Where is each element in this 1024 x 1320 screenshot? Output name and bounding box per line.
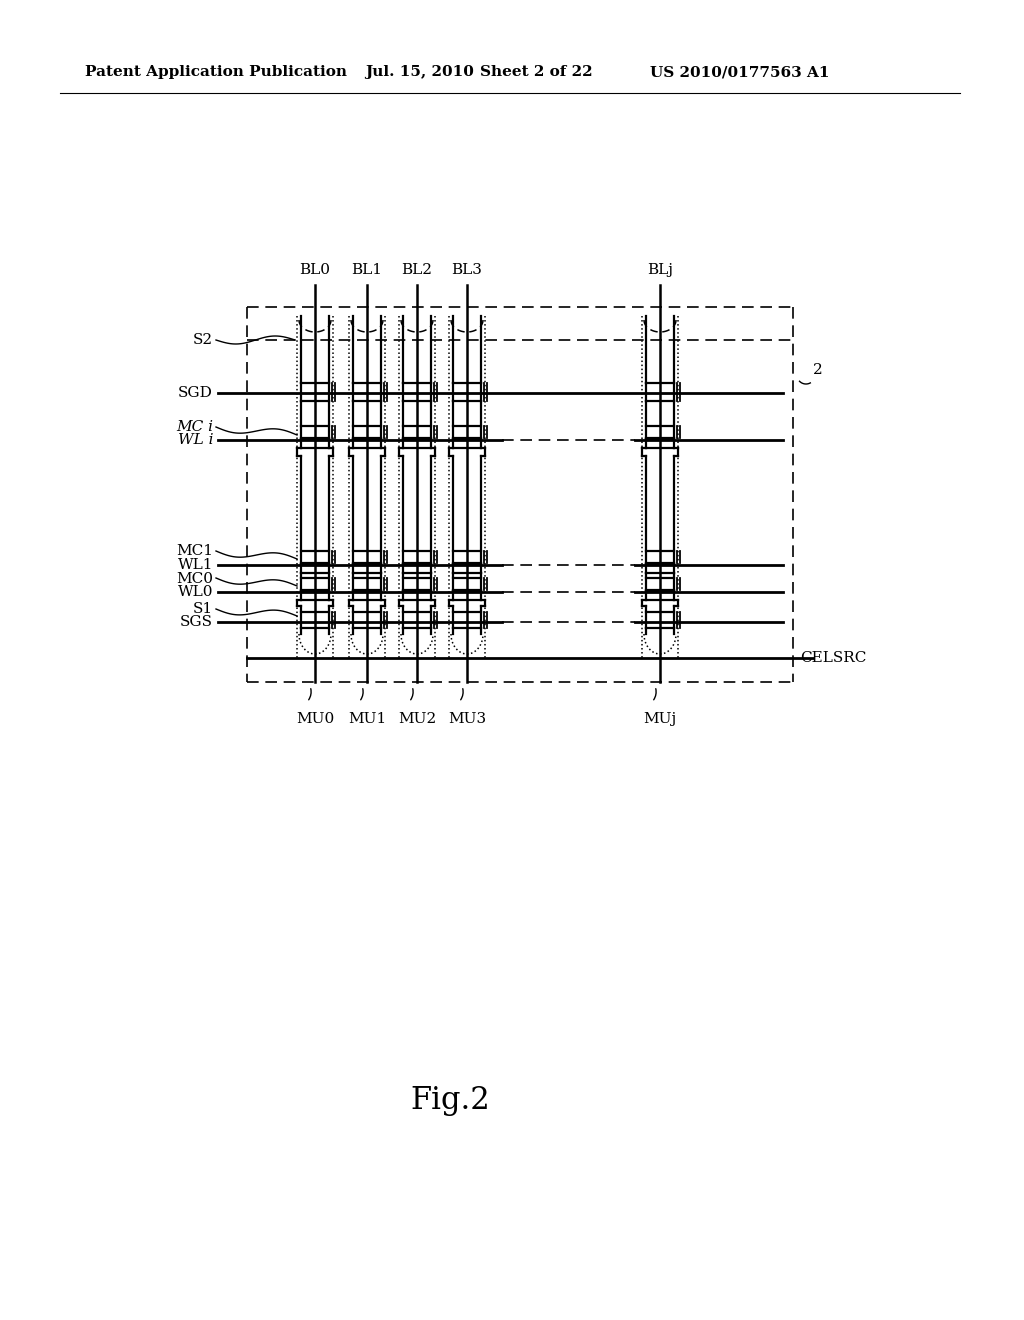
Text: Patent Application Publication: Patent Application Publication bbox=[85, 65, 347, 79]
Text: MU1: MU1 bbox=[348, 711, 386, 726]
Text: MC i: MC i bbox=[176, 420, 213, 434]
Text: S2: S2 bbox=[193, 333, 213, 347]
Text: MU2: MU2 bbox=[398, 711, 436, 726]
Text: US 2010/0177563 A1: US 2010/0177563 A1 bbox=[650, 65, 829, 79]
Text: MUj: MUj bbox=[643, 711, 677, 726]
Text: BL3: BL3 bbox=[452, 263, 482, 277]
Text: CELSRC: CELSRC bbox=[800, 651, 866, 665]
Text: MC1: MC1 bbox=[176, 544, 213, 558]
Text: Fig.2: Fig.2 bbox=[411, 1085, 489, 1115]
Text: SGD: SGD bbox=[178, 385, 213, 400]
Text: MU3: MU3 bbox=[447, 711, 486, 726]
Text: BL0: BL0 bbox=[299, 263, 331, 277]
Text: BL2: BL2 bbox=[401, 263, 432, 277]
Text: SGS: SGS bbox=[180, 615, 213, 630]
Text: WL1: WL1 bbox=[177, 558, 213, 572]
Text: WL i: WL i bbox=[177, 433, 213, 447]
Text: Jul. 15, 2010: Jul. 15, 2010 bbox=[365, 65, 474, 79]
Text: BLj: BLj bbox=[647, 263, 673, 277]
Text: Sheet 2 of 22: Sheet 2 of 22 bbox=[480, 65, 593, 79]
Text: BL1: BL1 bbox=[351, 263, 383, 277]
Text: MU0: MU0 bbox=[296, 711, 334, 726]
Text: S1: S1 bbox=[193, 602, 213, 616]
Text: 2: 2 bbox=[813, 363, 822, 378]
Text: WL0: WL0 bbox=[177, 585, 213, 599]
Text: MC0: MC0 bbox=[176, 572, 213, 586]
